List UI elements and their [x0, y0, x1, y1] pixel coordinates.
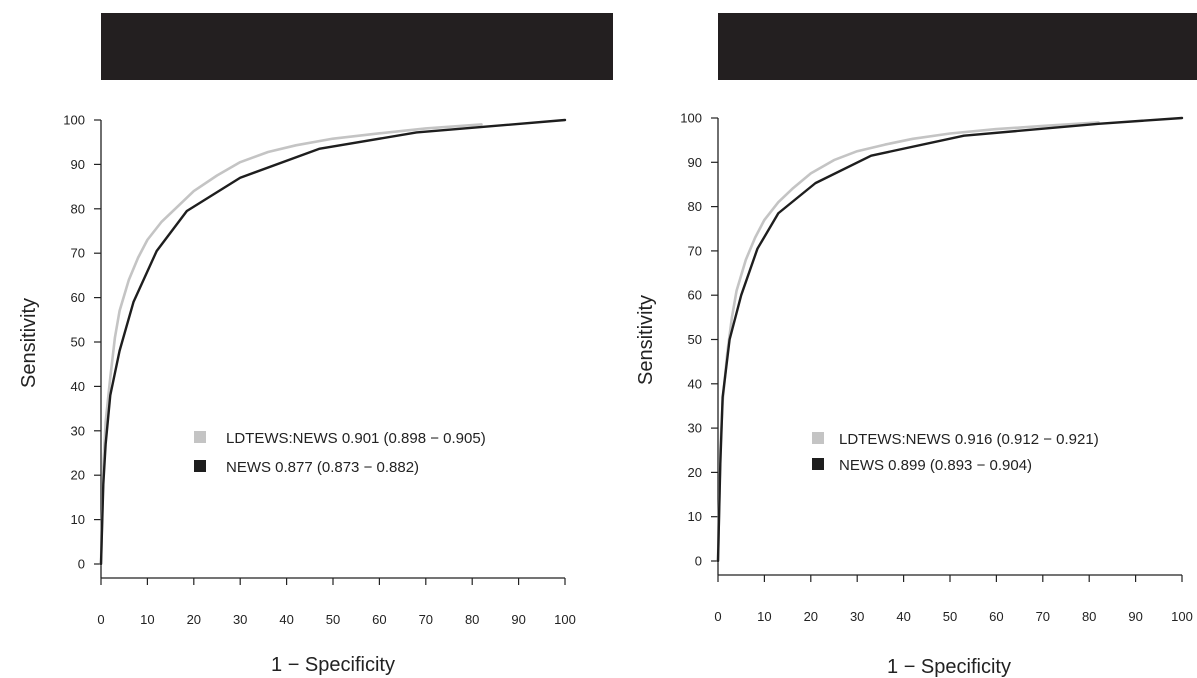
y-tick-label: 0	[695, 554, 702, 569]
y-axis-title: Sensitivity	[18, 298, 40, 388]
y-axis-title: Sensitivity	[635, 295, 657, 385]
y-tick-label: 30	[688, 421, 702, 436]
legend-swatch-news	[812, 458, 824, 470]
legend-label-ldtews-news: LDTEWS:NEWS 0.901 (0.898 − 0.905)	[226, 430, 486, 447]
x-tick-label: 20	[804, 609, 818, 624]
y-tick-label: 90	[71, 157, 85, 172]
x-tick-label: 50	[326, 612, 340, 627]
legend-swatch-news	[194, 460, 206, 472]
x-tick-label: 30	[850, 609, 864, 624]
y-tick-label: 10	[71, 512, 85, 527]
legend: LDTEWS:NEWS 0.901 (0.898 − 0.905) NEWS 0…	[194, 430, 486, 476]
legend-label-news: NEWS 0.877 (0.873 − 0.882)	[226, 459, 419, 476]
x-tick-label: 0	[97, 612, 104, 627]
chart-panel-1: 0 10 20 30 40 50 60 70 80 90 100 0 10 20 30 40 50 60 70 80 9…	[18, 13, 613, 676]
series-line-ldtews-news	[716, 121, 1100, 563]
y-tick-label: 80	[71, 201, 85, 216]
x-tick-label: 70	[419, 612, 433, 627]
x-tick-label: 70	[1036, 609, 1050, 624]
series-line-news	[99, 118, 567, 566]
x-tick-label: 60	[372, 612, 386, 627]
x-tick-label: 10	[757, 609, 771, 624]
x-tick-label: 40	[279, 612, 293, 627]
x-tick-label: 30	[233, 612, 247, 627]
chart-panel-2: 0 10 20 30 40 50 60 70 80 90 100 0 10 20 30 40 50 60 70 80 9…	[635, 13, 1197, 678]
y-tick-label: 20	[71, 468, 85, 483]
roc-plot-2: 0 10 20 30 40 50 60 70 80 90 100 0 10 20 30 40 50 60 70 80 9…	[680, 111, 1193, 625]
y-tick-label: 40	[688, 376, 702, 391]
y-tick-label: 60	[71, 290, 85, 305]
legend-label-ldtews-news: LDTEWS:NEWS 0.916 (0.912 − 0.921)	[839, 431, 1099, 448]
y-tick-label: 10	[688, 509, 702, 524]
x-tick-label: 100	[554, 612, 576, 627]
x-tick-label: 80	[465, 612, 479, 627]
title-banner-redaction	[718, 13, 1197, 80]
x-tick-label: 100	[1171, 609, 1193, 624]
title-banner-redaction	[101, 13, 613, 80]
y-tick-label: 100	[680, 111, 702, 126]
y-tick-label: 0	[78, 557, 85, 572]
x-tick-label: 0	[714, 609, 721, 624]
y-tick-label: 20	[688, 465, 702, 480]
legend-label-news: NEWS 0.899 (0.893 − 0.904)	[839, 457, 1032, 474]
y-tick-label: 70	[688, 243, 702, 258]
roc-plot-1: 0 10 20 30 40 50 60 70 80 90 100 0 10 20 30 40 50 60 70 80 9…	[63, 113, 576, 628]
y-tick-label: 60	[688, 288, 702, 303]
y-tick-label: 100	[63, 113, 85, 128]
x-tick-label: 40	[896, 609, 910, 624]
legend-swatch-ldtews-news	[194, 431, 206, 443]
x-tick-label: 10	[140, 612, 154, 627]
legend-swatch-ldtews-news	[812, 432, 824, 444]
x-tick-label: 50	[943, 609, 957, 624]
y-tick-label: 50	[688, 332, 702, 347]
y-tick-label: 30	[71, 423, 85, 438]
x-tick-label: 80	[1082, 609, 1096, 624]
x-tick-label: 90	[511, 612, 525, 627]
x-tick-label: 20	[187, 612, 201, 627]
series-line-ldtews-news	[99, 123, 483, 566]
x-axis-title: 1 − Specificity	[887, 656, 1011, 678]
x-tick-label: 90	[1128, 609, 1142, 624]
y-tick-label: 50	[71, 335, 85, 350]
y-tick-label: 80	[688, 199, 702, 214]
y-tick-label: 70	[71, 246, 85, 261]
series-line-news	[716, 116, 1184, 563]
y-tick-label: 90	[688, 155, 702, 170]
x-axis-title: 1 − Specificity	[271, 654, 395, 676]
y-tick-label: 40	[71, 379, 85, 394]
x-tick-label: 60	[989, 609, 1003, 624]
legend: LDTEWS:NEWS 0.916 (0.912 − 0.921) NEWS 0…	[812, 431, 1099, 474]
